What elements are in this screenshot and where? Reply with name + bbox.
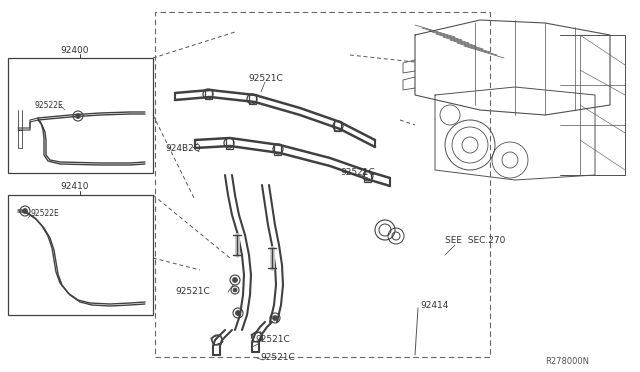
Text: 92410: 92410: [60, 182, 88, 190]
Bar: [248, 94, 255, 104]
Text: 924B2Q: 924B2Q: [165, 144, 201, 153]
Bar: [275, 144, 282, 154]
Bar: [8, 58, 153, 173]
Text: 92521C: 92521C: [248, 74, 283, 83]
Bar: [155, 12, 490, 357]
Bar: [251, 332, 263, 342]
Circle shape: [273, 315, 278, 321]
Circle shape: [232, 278, 237, 282]
Text: 92521C: 92521C: [175, 288, 210, 296]
Text: 92400: 92400: [60, 45, 88, 55]
Bar: [335, 121, 342, 131]
Text: 92522E: 92522E: [30, 208, 59, 218]
Text: 92414: 92414: [420, 301, 449, 310]
Circle shape: [236, 311, 241, 315]
Text: 92521C: 92521C: [340, 167, 375, 176]
Text: 92522E: 92522E: [34, 100, 63, 109]
Bar: [211, 334, 223, 346]
Bar: [8, 195, 153, 315]
Bar: [205, 89, 211, 99]
Text: R278000N: R278000N: [545, 357, 589, 366]
Text: SEE  SEC.270: SEE SEC.270: [445, 235, 506, 244]
Circle shape: [76, 113, 81, 119]
Circle shape: [22, 208, 28, 214]
Circle shape: [233, 288, 237, 292]
Text: 92521C: 92521C: [255, 336, 290, 344]
Bar: [225, 138, 232, 148]
Bar: [365, 170, 371, 182]
Text: 92521C: 92521C: [260, 353, 295, 362]
